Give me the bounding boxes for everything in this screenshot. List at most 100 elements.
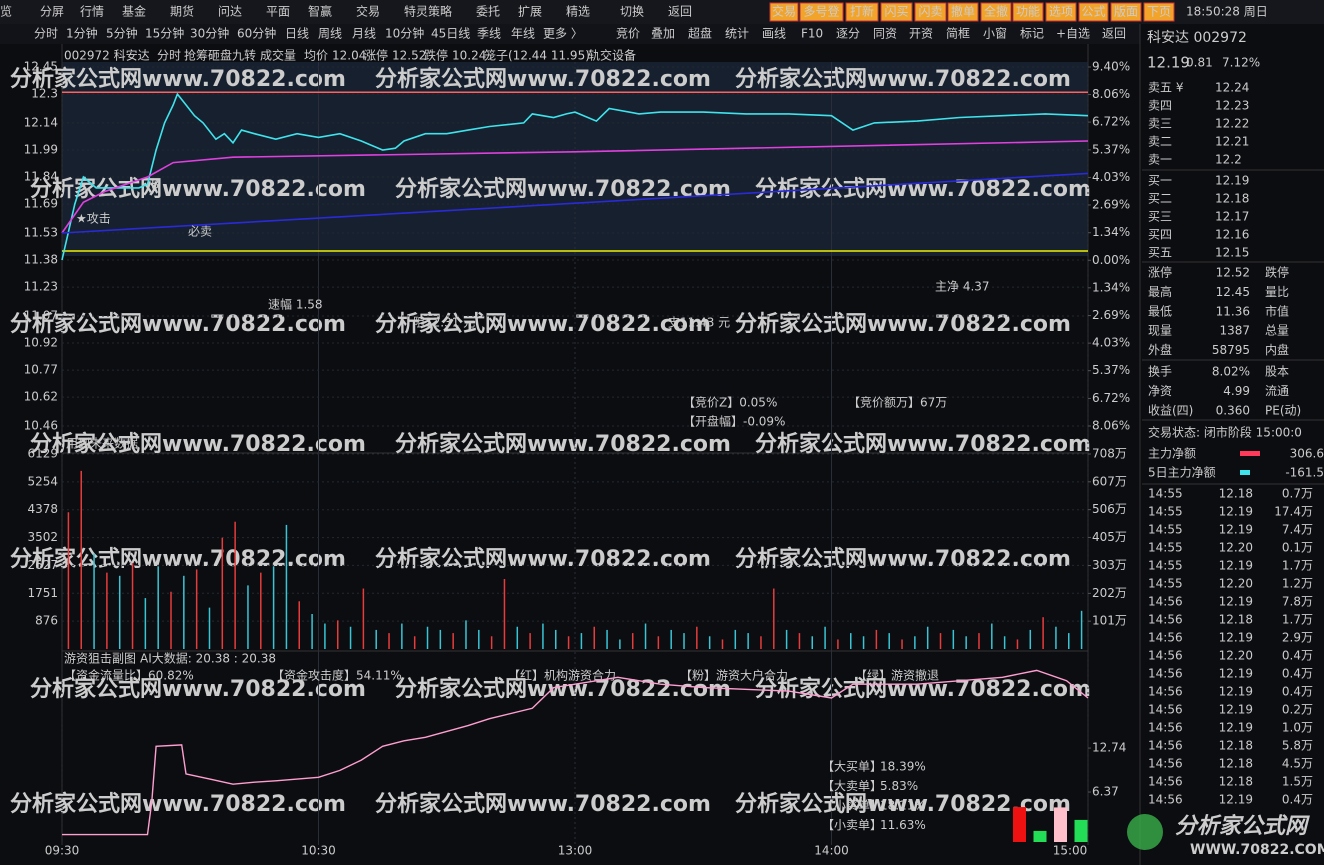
price-line [61,140,1089,234]
period-tab[interactable]: 周线 [318,27,342,41]
buy-label: 买二 [1148,192,1172,206]
period-tab[interactable]: 10分钟 [385,26,424,41]
tool-button[interactable]: 统计 [725,27,749,41]
tool-button[interactable]: F10 [801,27,823,41]
y2-tick-label: 101万 [1092,614,1127,628]
trade-status: 交易状态: 闭市阶段 15:00:0 [1148,425,1302,440]
net-swatch [1240,451,1260,456]
order-label: 【大买单】 [822,760,882,774]
menu-button[interactable]: 功能 [1016,5,1040,19]
tool-button[interactable]: 逐分 [836,27,860,41]
tool-button[interactable]: 同资 [873,27,897,41]
buy-price: 12.19 [1215,174,1249,188]
menu-item[interactable]: 智赢 [308,4,332,19]
menu-button-bg [980,2,1012,22]
annotation: ★攻击 [76,212,111,226]
period-tab[interactable]: 日线 [285,27,309,41]
period-tab[interactable]: 5分钟 [106,26,138,41]
y-tick-label: 5254 [27,474,58,488]
period-tab[interactable]: 更多 〉 [543,27,583,41]
period-tab[interactable]: 45日线 [431,27,470,41]
period-tab[interactable]: 年线 [511,27,535,41]
trade-price: 12.19 [1219,685,1253,699]
period-tab[interactable]: 60分钟 [237,26,276,41]
menu-button-bg [1045,2,1077,22]
menu-item[interactable]: 特灵策略 [404,4,452,19]
menu-item[interactable]: 行情 [80,5,104,19]
watermark: 分析家公式网www.70822.com [735,546,1071,572]
menu-item[interactable]: 分屏 [40,5,64,19]
menu-item[interactable]: 返回 [668,5,692,19]
menu-button[interactable]: 下页 [1147,5,1171,19]
tool-button[interactable]: 小窗 [983,27,1007,41]
subchart-legend: 【红】机构游资合力 [508,668,616,683]
stat-label: 量比 [1265,285,1289,299]
menu-button[interactable]: 撤单 [951,4,975,19]
tool-button[interactable]: 标记 [1020,27,1044,41]
y-tick-label: 11.07 [24,308,58,322]
trade-price: 12.19 [1219,523,1253,537]
tool-button[interactable]: 超盘 [688,26,712,41]
tool-button[interactable]: 竞价 [616,27,640,41]
menu-item[interactable]: 切换 [620,5,644,19]
menu-button[interactable]: 交易 [772,4,796,19]
tool-button[interactable]: 画线 [762,27,786,41]
trade-price: 12.19 [1219,721,1253,735]
stock-name: 科安达 002972 [1147,30,1247,46]
period-tab[interactable]: 30分钟 [190,26,229,41]
stat-label: 外盘 [1148,342,1172,357]
menu-item[interactable]: 问达 [218,5,242,19]
order-bar [1054,807,1067,842]
trade-volume: 1.2万 [1282,577,1313,591]
trade-time: 14:56 [1148,721,1183,735]
tool-button[interactable]: 返回 [1102,27,1126,41]
y2-tick-label: 5.37% [1092,363,1130,377]
menu-item[interactable]: 委托 [476,5,500,19]
menu-button[interactable]: 全撤 [984,4,1008,19]
menu-button-bg [914,2,947,22]
menu-item[interactable]: 期货 [170,4,194,19]
watermark: 分析家公式网www.70822.com [755,176,1091,202]
tool-button[interactable]: 叠加 [651,27,675,41]
tool-button[interactable]: 简框 [946,27,970,41]
menu-item[interactable]: 精选 [566,5,590,19]
price-line [61,92,1089,261]
annotation: 必卖 [188,225,212,239]
trade-time: 14:55 [1148,487,1183,501]
order-bar [1013,807,1026,842]
subchart-legend: 【绿】游资撤退 [855,668,939,683]
period-tab[interactable]: 1分钟 [66,26,98,41]
period-tab[interactable]: 季线 [477,27,501,41]
stat-label: 流通 [1265,384,1289,398]
annotation: 阻12.31 元 [413,316,475,330]
period-tab[interactable]: 月线 [352,27,376,41]
menu-button[interactable]: 打新 [850,4,874,19]
trade-volume: 0.4万 [1282,685,1313,699]
annotation: 【开盘幅】-0.09% [683,414,785,429]
subchart-legend: 【资金攻击度】54.11% [272,668,402,683]
menu-button[interactable]: 闪买 [884,5,908,19]
sell-label: 卖三 [1148,117,1172,131]
sell-price: 12.2 [1215,153,1242,167]
menu-item[interactable]: 览 [0,4,12,19]
menu-item[interactable]: 交易 [356,4,380,19]
tool-button[interactable]: 开资 [909,27,933,41]
trade-time: 14:56 [1148,793,1183,807]
y2-tick-label: 506万 [1092,502,1127,516]
y-tick-label: 11.99 [24,142,58,156]
trade-volume: 4.5万 [1282,757,1313,771]
menu-button[interactable]: 选项 [1049,5,1073,19]
menu-button[interactable]: 公式 [1081,5,1105,19]
period-tab[interactable]: 分时 [34,27,58,41]
menu-item[interactable]: 扩展 [518,5,542,19]
menu-item[interactable]: 基金 [122,4,146,19]
menu-item[interactable]: 平面 [266,5,290,19]
menu-button[interactable]: 版面 [1114,5,1138,19]
menu-button[interactable]: 闪卖 [918,5,942,19]
buy-price: 12.18 [1215,192,1249,206]
sell-label: 卖四 [1148,99,1172,113]
menu-button[interactable]: 多号登 [803,4,839,19]
trade-price: 12.19 [1219,631,1253,645]
period-tab[interactable]: 15分钟 [145,26,184,41]
tool-button[interactable]: +自选 [1056,27,1090,41]
